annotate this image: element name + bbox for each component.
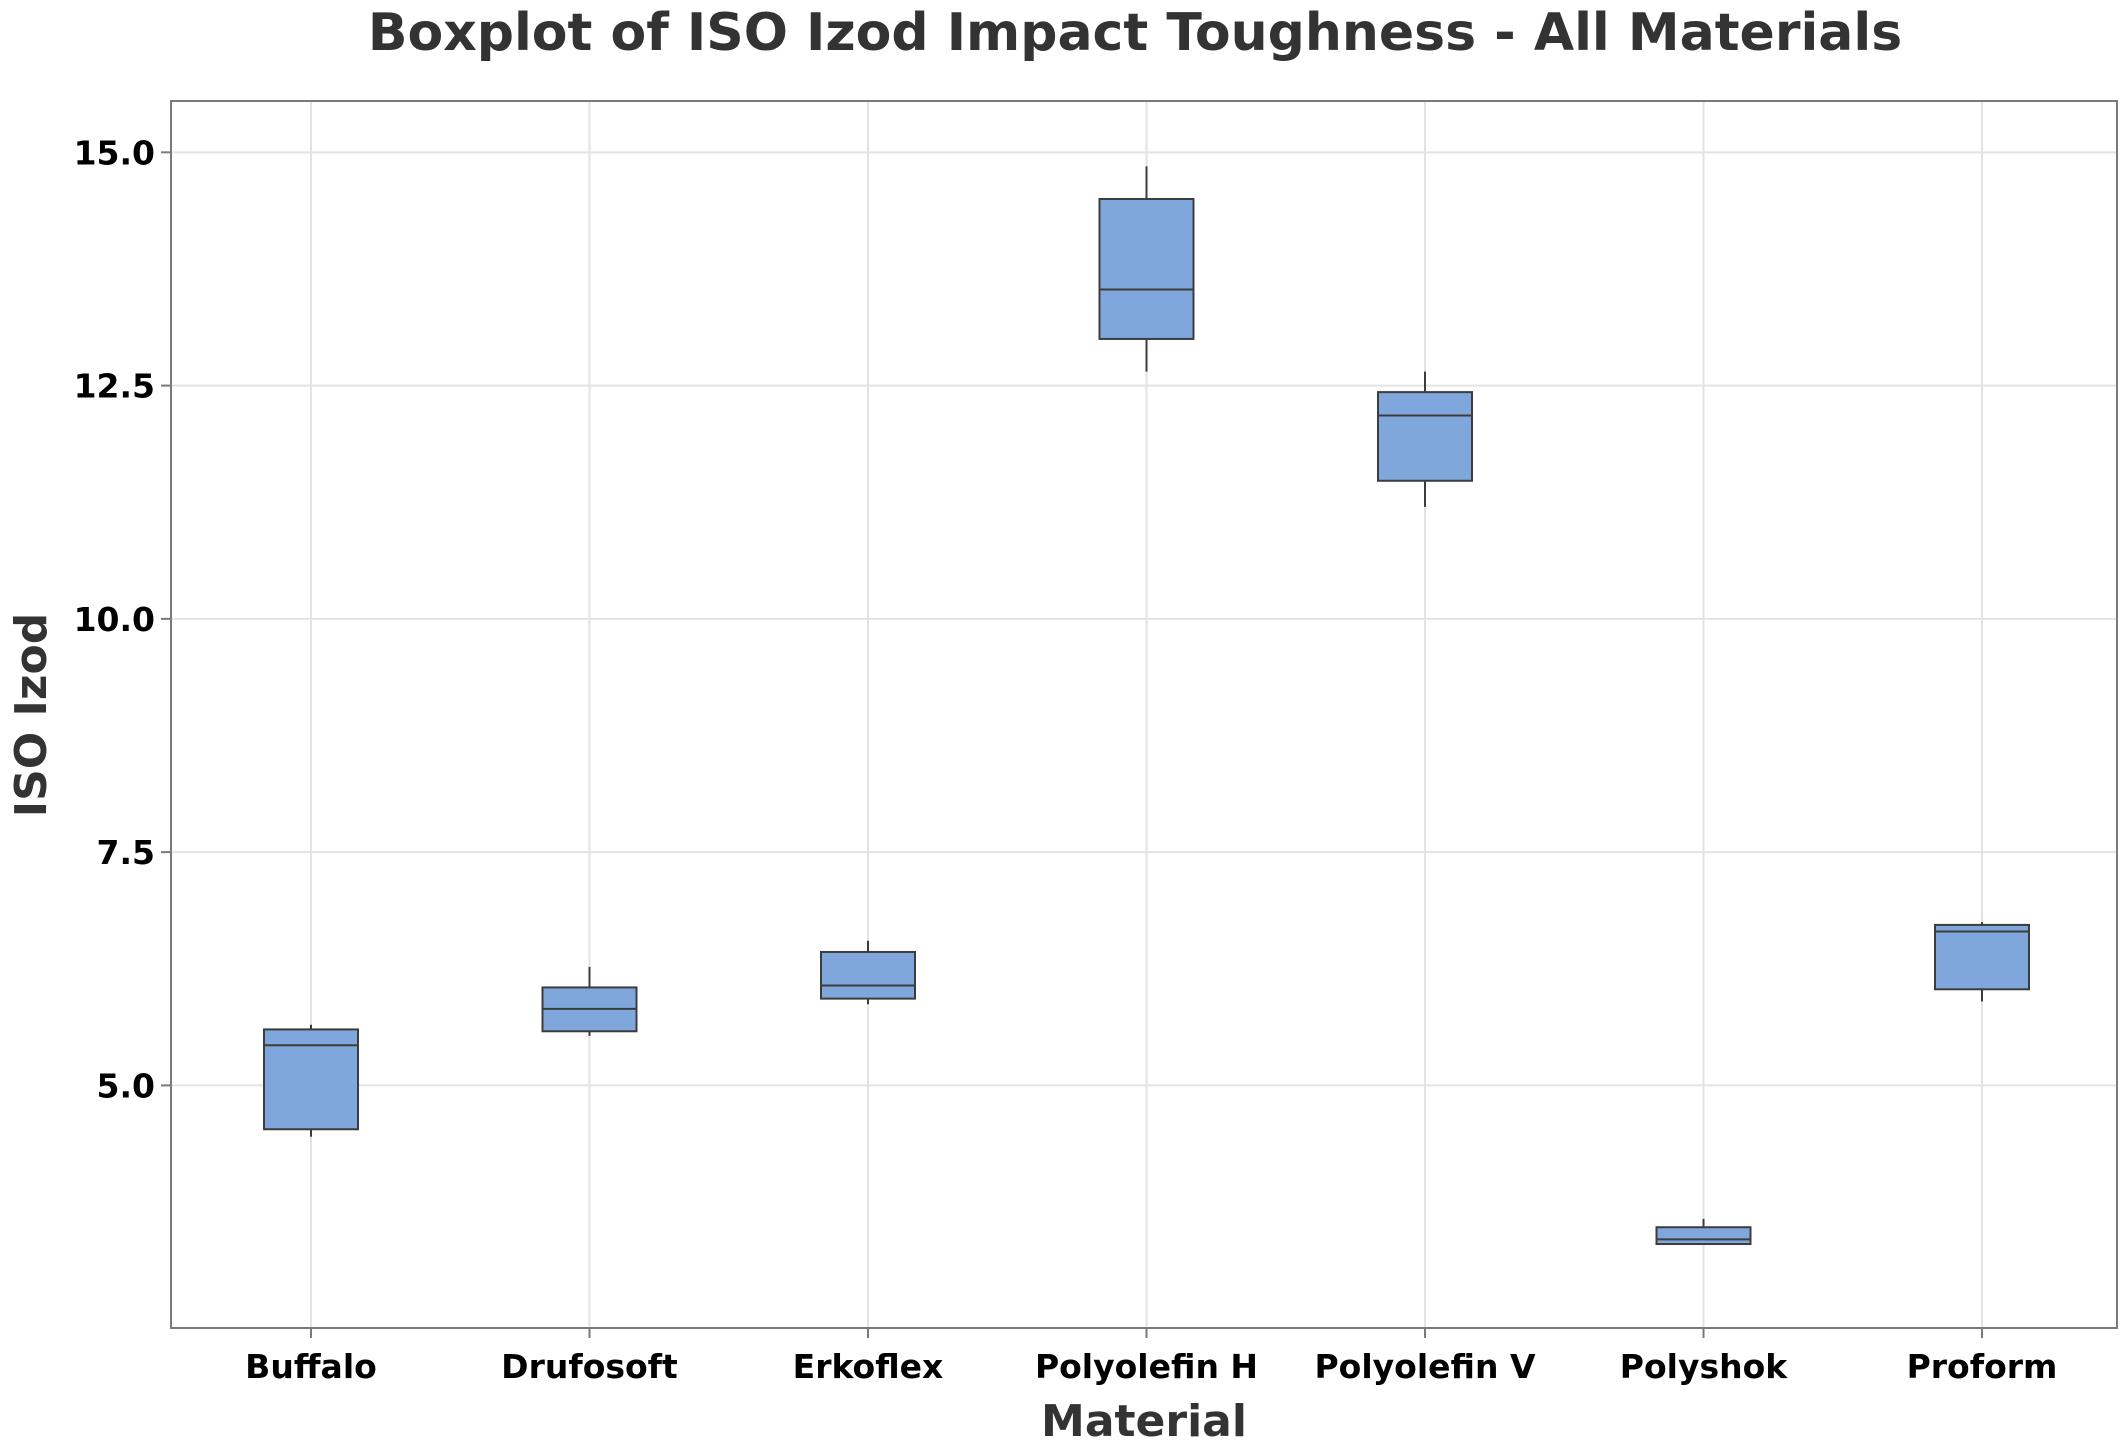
box-polyolefin-v xyxy=(1377,371,1473,507)
y-tick-label: 12.5 xyxy=(74,367,155,406)
x-tick-label: Erkoflex xyxy=(793,1347,944,1386)
y-axis-ticks: 5.0 7.5 10.0 12.5 15.0 xyxy=(74,133,171,1105)
x-tick-label: Polyolefin V xyxy=(1314,1347,1535,1386)
x-tick-label: Polyshok xyxy=(1620,1347,1788,1386)
x-tick-label: Buffalo xyxy=(245,1347,377,1386)
x-axis-ticks: Buffalo Drufosoft Erkoflex Polyolefin H Poly… xyxy=(245,1328,2057,1386)
box-polyolefin-h xyxy=(1098,166,1195,372)
box-series xyxy=(263,166,2030,1246)
box-erkoflex xyxy=(820,940,916,1005)
y-tick-label: 15.0 xyxy=(74,133,155,172)
x-axis-label: Material xyxy=(1041,1396,1247,1447)
box-drufosoft xyxy=(541,966,638,1036)
chart-title: Boxplot of ISO Izod Impact Toughness - A… xyxy=(368,3,1902,63)
box-proform xyxy=(1934,922,2030,1002)
y-tick-label: 10.0 xyxy=(74,600,155,639)
plot-area-frame xyxy=(170,100,2118,1329)
interquartile-box xyxy=(820,950,916,1000)
interquartile-box xyxy=(1934,923,2030,991)
y-tick-label: 5.0 xyxy=(97,1066,155,1105)
x-tick-label: Drufosoft xyxy=(501,1347,678,1386)
interquartile-box xyxy=(1377,391,1473,482)
y-tick-label: 7.5 xyxy=(97,833,155,872)
box-buffalo xyxy=(263,1024,359,1137)
interquartile-box xyxy=(1098,197,1195,340)
x-tick-label: Proform xyxy=(1907,1347,2058,1386)
grid-lines xyxy=(171,101,2117,1328)
box-polyshok xyxy=(1655,1218,1752,1246)
interquartile-box xyxy=(1655,1226,1752,1246)
x-tick-label: Polyolefin H xyxy=(1035,1347,1258,1386)
y-axis-label: ISO Izod xyxy=(6,613,57,818)
